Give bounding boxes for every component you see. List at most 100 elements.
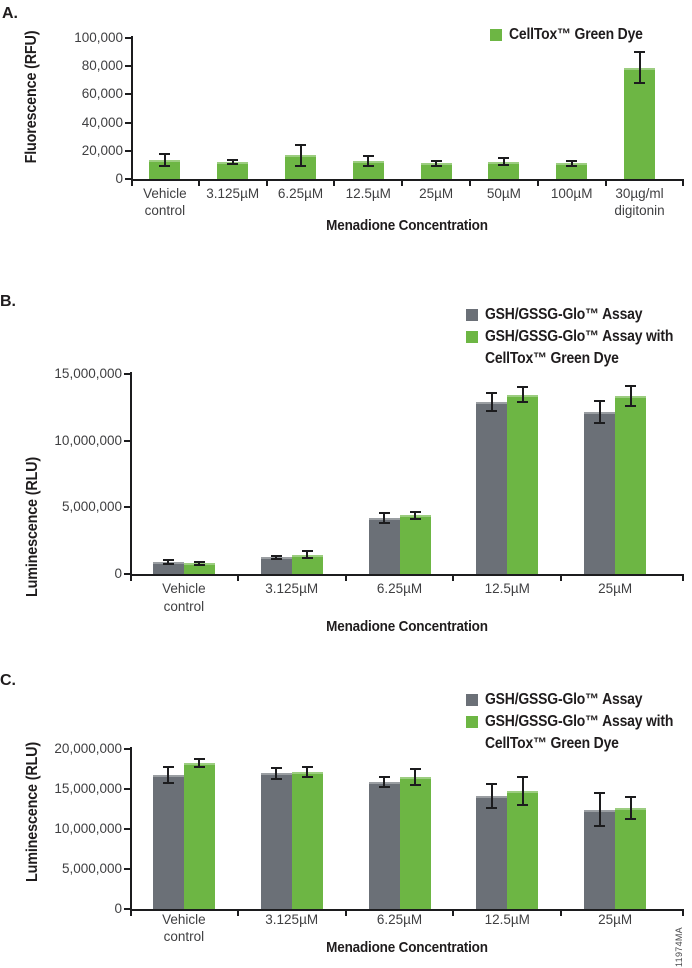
y-tick-label: 15,000,000	[54, 780, 122, 796]
legend-swatch-gray	[466, 694, 478, 706]
y-tick-label: 0	[115, 171, 123, 186]
category-label: 3.125µM	[228, 580, 356, 598]
bar-gray	[260, 557, 292, 574]
error-bar-cap	[517, 803, 529, 806]
y-tick-label: 5,000,000	[61, 860, 122, 876]
category-label-line: 3.125µM	[265, 912, 319, 927]
category-label: 12.5µM	[443, 580, 571, 598]
error-bar-cap	[594, 792, 606, 795]
error-bar-line	[629, 796, 632, 820]
panel-label-b: B.	[0, 293, 16, 310]
panel-label-c: C.	[0, 672, 16, 689]
category-label-line: Vehicle	[162, 581, 206, 596]
legend-swatch-gray	[466, 309, 478, 321]
error-bar-line	[598, 793, 601, 826]
bar-green	[556, 163, 588, 179]
bar-gray	[584, 412, 616, 574]
y-tick	[124, 506, 130, 509]
error-bar-cap	[193, 757, 205, 760]
error-bar-cap	[409, 510, 421, 513]
category-label: 30µg/ml digitonin	[596, 185, 684, 219]
error-bar-cap	[634, 82, 645, 85]
x-axis-line	[131, 179, 684, 181]
category-label-line: 25µM	[419, 186, 454, 201]
bar-gray	[476, 402, 508, 574]
error-bar-cap	[517, 776, 529, 779]
x-axis-title-b: Menadione Concentration	[326, 618, 488, 635]
y-tick	[124, 747, 130, 750]
error-bar-line	[414, 768, 416, 785]
category-label: 6.25µM	[257, 185, 345, 202]
error-bar-line	[275, 767, 278, 779]
error-bar-line	[490, 783, 493, 808]
bar-green	[291, 771, 323, 909]
bar-green	[399, 515, 431, 574]
y-tick	[125, 93, 131, 96]
error-bar-cap	[162, 766, 174, 768]
error-bar-line	[167, 560, 170, 564]
error-bar-line	[198, 758, 201, 767]
category-label: Vehicle control	[120, 911, 248, 945]
x-tick	[682, 576, 684, 581]
bar-gray	[152, 775, 184, 909]
error-bar-cap	[566, 159, 578, 162]
error-bar-cap	[634, 51, 645, 54]
category-label-line: 50µM	[486, 186, 521, 201]
x-tick	[682, 911, 684, 916]
y-tick	[124, 787, 130, 790]
error-bar-cap	[301, 557, 313, 560]
error-bar-line	[521, 777, 524, 805]
category-label: 25µM	[392, 185, 480, 202]
error-bar-line	[570, 160, 573, 166]
y-tick	[124, 867, 130, 870]
error-bar-cap	[362, 164, 374, 167]
bar-green	[420, 163, 452, 179]
category-label-line: 6.25µM	[376, 581, 423, 596]
error-bar-cap	[301, 549, 313, 552]
y-tick-label: 0	[114, 901, 122, 916]
x-tick	[452, 576, 455, 581]
error-bar-cap	[498, 164, 510, 167]
legend-label: CellTox™ Green Dye	[485, 350, 619, 367]
category-label-line: 6.25µM	[376, 912, 423, 927]
error-bar-cap	[625, 405, 637, 407]
error-bar-cap	[193, 561, 205, 563]
error-bar-cap	[378, 522, 390, 525]
error-bar-line	[638, 52, 641, 84]
y-tick-label: 60,000	[81, 86, 123, 102]
bar-green	[149, 160, 181, 179]
error-bar-cap	[625, 818, 637, 821]
bar-green	[217, 161, 249, 179]
bar-green	[615, 807, 647, 909]
error-bar-cap	[594, 399, 606, 402]
category-label-line: 12.5µM	[484, 912, 530, 927]
legend-label: GSH/GSSG-Glo™ Assay	[485, 691, 643, 708]
error-bar-cap	[378, 786, 390, 788]
y-tick-label: 10,000,000	[54, 432, 122, 448]
category-label: Vehicle control	[120, 580, 248, 616]
error-bar-line	[299, 144, 302, 166]
error-bar-cap	[430, 164, 442, 167]
category-label: 25µM	[551, 911, 679, 928]
error-bar-cap	[270, 778, 282, 780]
error-bar-cap	[295, 143, 306, 146]
error-bar-cap	[486, 806, 498, 809]
category-label-line: control	[163, 599, 205, 614]
y-tick-label: 15,000,000	[54, 366, 122, 381]
error-bar-cap	[193, 766, 205, 768]
category-label-line: Vehicle	[162, 912, 206, 927]
error-bar-cap	[162, 563, 174, 565]
error-bar-cap	[362, 154, 374, 157]
category-label-line: 25µM	[598, 581, 633, 596]
category-label-line: 3.125µM	[206, 186, 260, 201]
legend-label: GSH/GSSG-Glo™ Assay with	[485, 328, 674, 345]
bar-gray	[476, 795, 508, 909]
error-bar-cap	[430, 159, 442, 162]
error-bar-line	[383, 777, 385, 787]
error-bar-cap	[498, 157, 510, 160]
legend-label: GSH/GSSG-Glo™ Assay	[485, 306, 643, 323]
error-bar-cap	[227, 162, 239, 165]
error-bar-line	[414, 511, 416, 520]
legend-label: CellTox™ Green Dye	[509, 26, 643, 43]
